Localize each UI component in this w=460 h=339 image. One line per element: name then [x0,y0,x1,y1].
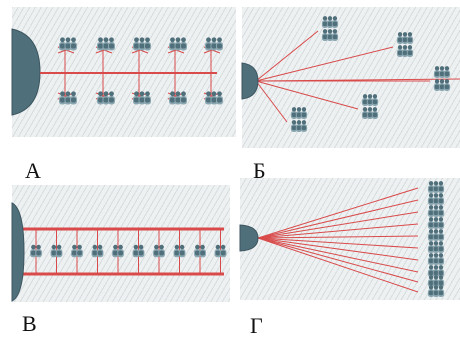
node-group-column-4 [427,229,445,241]
diagram-a-graphic [11,28,223,116]
hub-a [11,28,41,116]
hub-b [241,62,259,100]
node-group-column-6 [427,253,445,265]
diagram-panel-c [11,185,230,302]
panel-label-c: В [22,311,37,336]
node-group-top-1 [97,37,115,51]
node-group-bottom-3 [169,91,187,105]
node-group-row-9 [214,244,227,258]
node-cluster-0-lower [321,29,339,41]
fan-line-8 [257,237,419,283]
node-cluster-2-lower [433,79,451,91]
fan-line-3 [257,223,419,239]
node-group-row-8 [194,244,206,258]
node-group-top-3 [169,37,187,51]
hub-d [239,224,259,252]
node-group-row-4 [112,244,124,258]
node-cluster-3-upper [361,94,379,106]
fan-line-6 [257,237,419,261]
diagram-panel-b [241,7,460,148]
panel-label-b: Б [253,158,266,183]
node-cluster-1-upper [396,32,414,44]
node-group-column-8 [427,275,445,287]
node-group-row-2 [71,244,83,258]
fan-line-7 [257,237,419,273]
node-group-column-5 [427,241,445,253]
node-cluster-3-lower [361,107,379,119]
node-group-column-0 [427,181,445,193]
radial-line-4 [255,80,288,123]
diagram-b-graphic [241,16,460,132]
fan-line-1 [257,199,419,239]
fan-line-4 [257,235,419,239]
node-group-column-7 [427,265,445,277]
hub-c [11,202,25,302]
panel-label-d: Г [250,313,263,338]
node-group-bottom-2 [133,91,151,105]
diagram-c-graphic [11,202,227,302]
node-cluster-4-lower [290,120,308,132]
node-group-row-7 [173,244,186,258]
node-group-row-5 [132,244,145,258]
node-group-column-3 [427,217,445,229]
node-cluster-0-upper [321,16,339,28]
diagram-panel-d [239,178,460,300]
node-group-row-3 [91,244,104,258]
radial-line-3 [255,80,359,110]
node-group-column-1 [427,193,445,205]
node-group-row-0 [30,244,42,258]
radial-line-0 [255,30,319,82]
radial-line-1 [255,46,394,82]
node-group-row-6 [153,244,165,258]
node-cluster-1-lower [396,45,414,57]
fan-line-9 [257,237,419,293]
node-group-column-2 [427,205,445,217]
panel-label-a: А [25,158,41,183]
node-group-top-0 [59,37,77,51]
node-group-bottom-0 [59,91,77,105]
node-cluster-4-upper [290,107,308,119]
node-group-top-4 [205,37,223,51]
node-group-column-9 [427,285,445,297]
node-group-row-1 [50,244,63,258]
fan-line-0 [257,187,419,239]
fan-line-2 [257,211,419,239]
node-group-bottom-1 [97,91,115,105]
node-group-top-2 [133,37,151,51]
diagram-panel-a [11,7,236,137]
radial-line-long [255,78,460,82]
diagram-d-graphic [239,181,445,297]
node-group-bottom-4 [205,91,223,105]
fan-line-5 [257,237,419,249]
node-cluster-2-upper [433,66,451,78]
